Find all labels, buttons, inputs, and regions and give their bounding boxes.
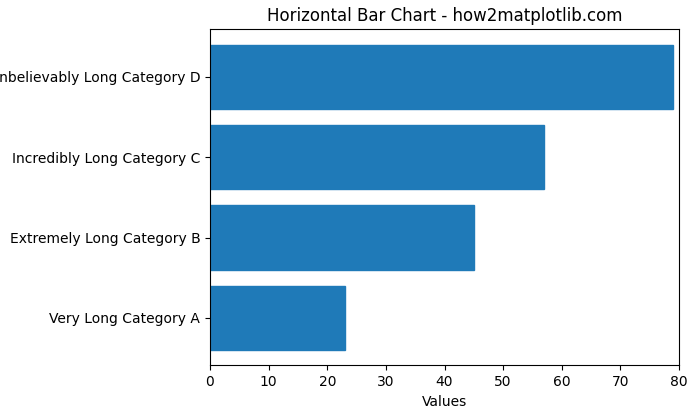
Bar [210, 205, 474, 270]
X-axis label: Values: Values [422, 395, 467, 409]
Bar [210, 125, 544, 189]
Bar [210, 286, 345, 350]
Bar [210, 45, 673, 109]
Title: Horizontal Bar Chart - how2matplotlib.com: Horizontal Bar Chart - how2matplotlib.co… [267, 7, 622, 25]
